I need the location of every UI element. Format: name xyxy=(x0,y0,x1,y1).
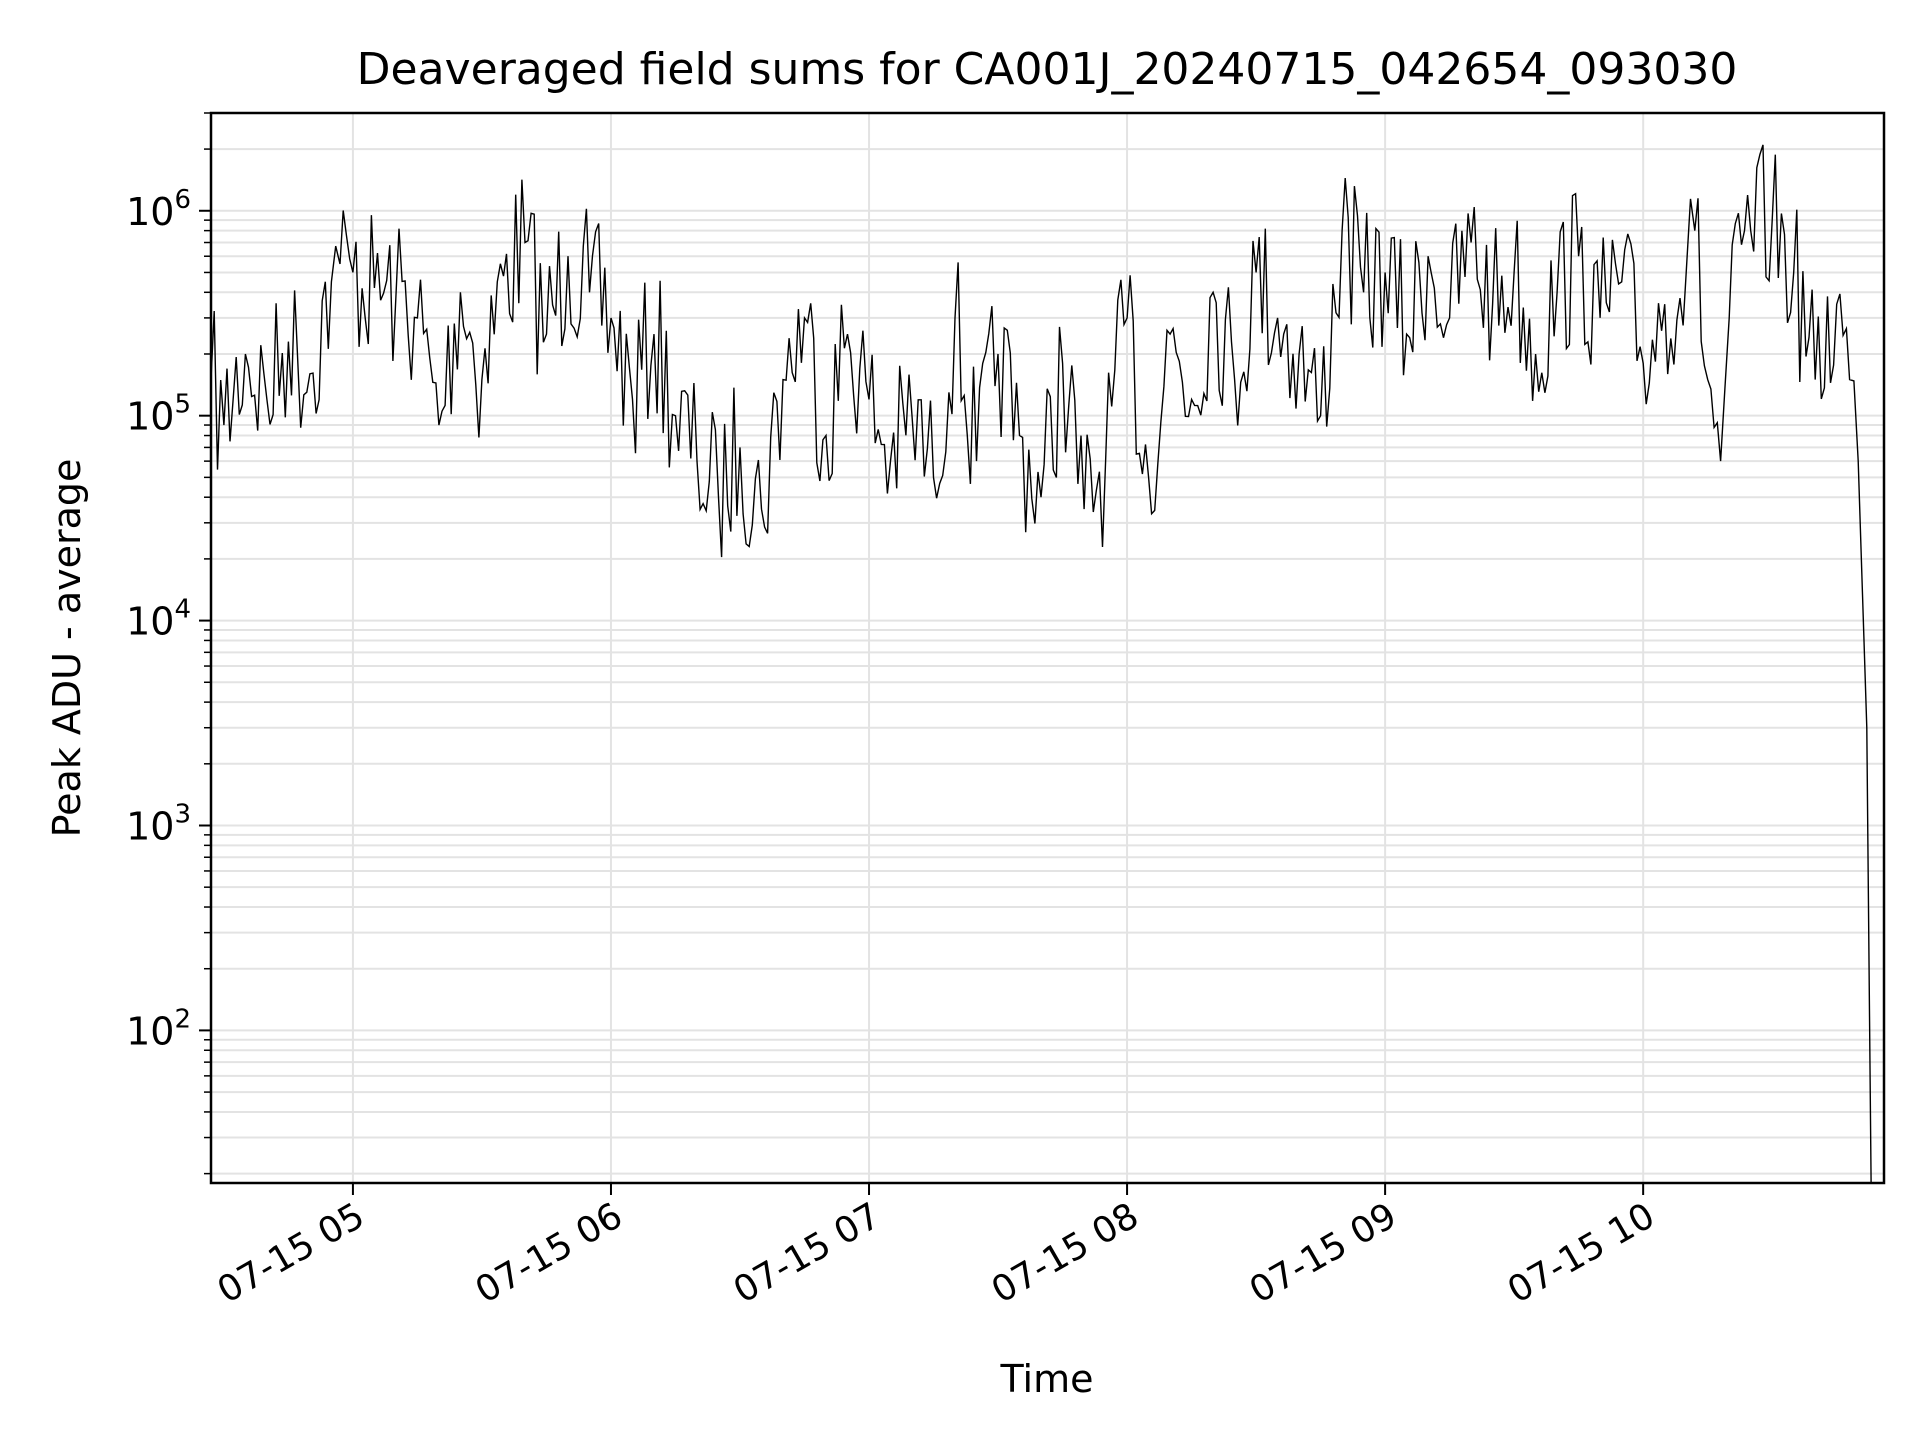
y-tick-label: 105 xyxy=(126,390,191,439)
y-tick-label: 106 xyxy=(126,185,191,234)
x-axis-label: Time xyxy=(1000,1357,1094,1401)
chart-title: Deaveraged field sums for CA001J_2024071… xyxy=(357,44,1738,95)
x-tick-label: 07-15 07 xyxy=(727,1195,888,1311)
grid xyxy=(211,112,1884,1183)
series-line xyxy=(210,144,1872,1184)
y-tick-label: 102 xyxy=(126,1004,191,1053)
y-axis-label: Peak ADU - average xyxy=(45,459,89,838)
x-tick-label: 07-15 09 xyxy=(1243,1195,1404,1311)
series-layer xyxy=(210,144,1872,1184)
y-tick-label: 103 xyxy=(126,799,191,848)
x-tick-label: 07-15 08 xyxy=(985,1195,1146,1311)
plot-frame xyxy=(209,111,1886,1185)
y-axis: 102 103 104 105 106 xyxy=(126,112,211,1175)
x-tick-label: 07-15 05 xyxy=(211,1195,372,1311)
x-tick-label: 07-15 10 xyxy=(1501,1195,1662,1311)
x-axis: 07-15 05 07-15 06 07-15 07 07-15 08 07-15 09… xyxy=(211,1183,1662,1312)
y-tick-label: 104 xyxy=(126,595,191,644)
x-tick-label: 07-15 06 xyxy=(469,1195,630,1311)
